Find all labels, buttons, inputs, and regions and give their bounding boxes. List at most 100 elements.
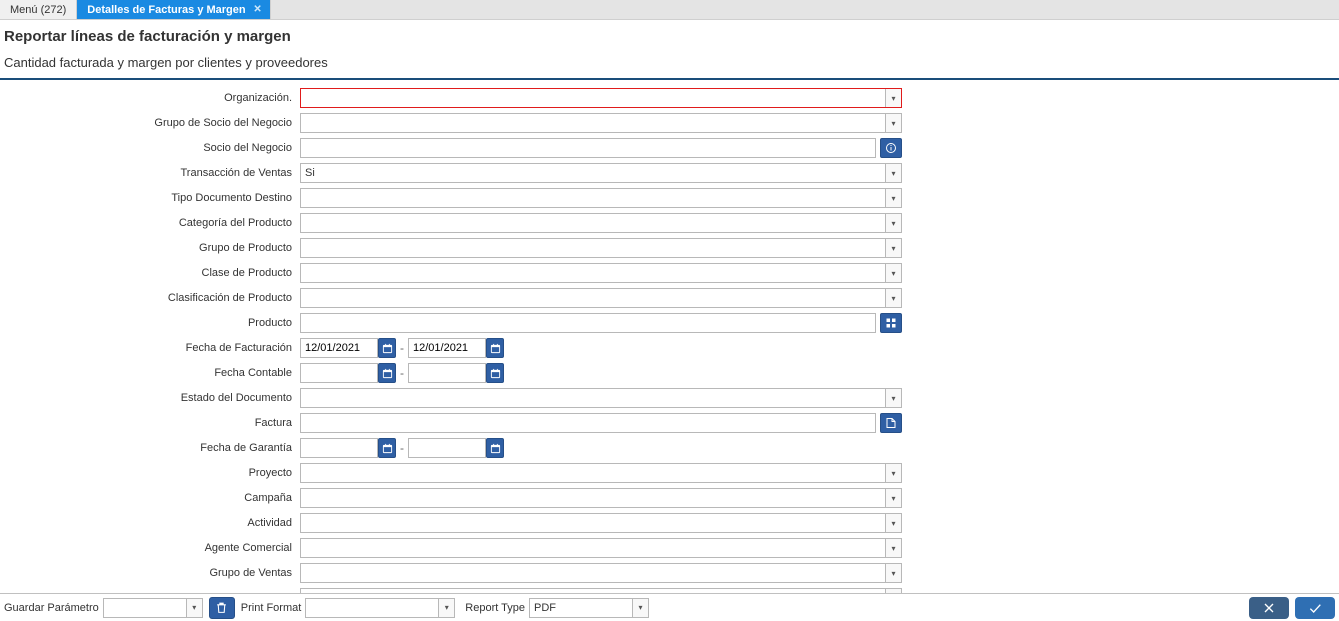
record-icon[interactable]: [880, 413, 902, 433]
tab-menu[interactable]: Menú (272): [0, 0, 77, 19]
form-inner: Organización. ▾ Grupo de Socio del Negoc…: [0, 80, 1339, 593]
chevron-down-icon[interactable]: ▾: [438, 599, 454, 617]
dropdown-organizacion[interactable]: ▾: [300, 88, 902, 108]
dropdown-transaccion-ventas[interactable]: Si ▾: [300, 163, 902, 183]
label-categoria-producto: Categoría del Producto: [0, 217, 300, 229]
chevron-down-icon[interactable]: ▾: [885, 114, 901, 132]
dropdown-actividad[interactable]: ▾: [300, 513, 902, 533]
label-clase-producto: Clase de Producto: [0, 267, 300, 279]
row-actividad: Actividad ▾: [0, 511, 1339, 535]
input-factura[interactable]: [300, 413, 876, 433]
ok-button[interactable]: [1295, 597, 1335, 619]
dropdown-proyecto[interactable]: ▾: [300, 463, 902, 483]
input-producto[interactable]: [300, 313, 876, 333]
chevron-down-icon[interactable]: ▾: [885, 189, 901, 207]
trash-icon: [215, 601, 228, 614]
select-report-type-value: PDF: [534, 602, 556, 614]
dropdown-grupo-socio[interactable]: ▾: [300, 113, 902, 133]
info-icon[interactable]: [880, 138, 902, 158]
chevron-down-icon[interactable]: ▾: [885, 214, 901, 232]
label-actividad: Actividad: [0, 517, 300, 529]
tab-detalles-facturas[interactable]: Detalles de Facturas y Margen ✕: [77, 0, 270, 19]
chevron-down-icon[interactable]: ▾: [885, 264, 901, 282]
label-transaccion-ventas: Transacción de Ventas: [0, 167, 300, 179]
chevron-down-icon[interactable]: ▾: [885, 464, 901, 482]
row-categoria-producto: Categoría del Producto ▾: [0, 211, 1339, 235]
form-scroll-area[interactable]: Organización. ▾ Grupo de Socio del Negoc…: [0, 80, 1339, 593]
label-grupo-ventas: Grupo de Ventas: [0, 567, 300, 579]
label-organizacion: Organización.: [0, 92, 300, 104]
dropdown-tipo-doc-destino[interactable]: ▾: [300, 188, 902, 208]
dropdown-agente-comercial[interactable]: ▾: [300, 538, 902, 558]
cancel-button[interactable]: [1249, 597, 1289, 619]
input-socio[interactable]: [300, 138, 876, 158]
input-fecha-contable-from[interactable]: [300, 363, 378, 383]
label-agente-comercial: Agente Comercial: [0, 542, 300, 554]
label-tipo-doc-destino: Tipo Documento Destino: [0, 192, 300, 204]
row-transaccion-ventas: Transacción de Ventas Si ▾: [0, 161, 1339, 185]
label-socio: Socio del Negocio: [0, 142, 300, 154]
chevron-down-icon[interactable]: ▾: [186, 599, 202, 617]
select-guardar-parametro[interactable]: ▾: [103, 598, 203, 618]
dropdown-estado-documento[interactable]: ▾: [300, 388, 902, 408]
label-factura: Factura: [0, 417, 300, 429]
input-fecha-garantia-to[interactable]: [408, 438, 486, 458]
row-proyecto: Proyecto ▾: [0, 461, 1339, 485]
chevron-down-icon[interactable]: ▾: [632, 599, 648, 617]
chevron-down-icon[interactable]: ▾: [885, 489, 901, 507]
row-estado-documento: Estado del Documento ▾: [0, 386, 1339, 410]
dropdown-clase-producto[interactable]: ▾: [300, 263, 902, 283]
label-report-type: Report Type: [465, 602, 525, 614]
chevron-down-icon[interactable]: ▾: [885, 164, 901, 182]
delete-button[interactable]: [209, 597, 235, 619]
chevron-down-icon[interactable]: ▾: [885, 514, 901, 532]
label-estado-documento: Estado del Documento: [0, 392, 300, 404]
row-grupo-producto: Grupo de Producto ▾: [0, 236, 1339, 260]
dropdown-categoria-producto[interactable]: ▾: [300, 213, 902, 233]
label-guardar-parametro: Guardar Parámetro: [4, 602, 99, 614]
calendar-icon[interactable]: [378, 363, 396, 383]
row-factura: Factura: [0, 411, 1339, 435]
page-subtitle: Cantidad facturada y margen por clientes…: [4, 49, 1331, 78]
label-print-format: Print Format: [241, 602, 302, 614]
select-print-format[interactable]: ▾: [305, 598, 455, 618]
date-separator: -: [400, 366, 404, 380]
dropdown-campana[interactable]: ▾: [300, 488, 902, 508]
select-report-type[interactable]: PDF ▾: [529, 598, 649, 618]
row-tipo-cuenta: Tipo de Cuenta ▾: [0, 586, 1339, 593]
close-icon[interactable]: ✕: [252, 4, 264, 16]
chevron-down-icon[interactable]: ▾: [885, 564, 901, 582]
chevron-down-icon[interactable]: ▾: [885, 89, 901, 107]
tab-active-label: Detalles de Facturas y Margen: [87, 4, 245, 16]
grid-icon[interactable]: [880, 313, 902, 333]
input-fecha-garantia-from[interactable]: [300, 438, 378, 458]
row-organizacion: Organización. ▾: [0, 86, 1339, 110]
label-clasificacion-producto: Clasificación de Producto: [0, 292, 300, 304]
chevron-down-icon[interactable]: ▾: [885, 389, 901, 407]
calendar-icon[interactable]: [486, 338, 504, 358]
row-fecha-contable: Fecha Contable -: [0, 361, 1339, 385]
row-agente-comercial: Agente Comercial ▾: [0, 536, 1339, 560]
page-header: Reportar líneas de facturación y margen …: [0, 20, 1339, 78]
chevron-down-icon[interactable]: ▾: [885, 289, 901, 307]
row-socio: Socio del Negocio: [0, 136, 1339, 160]
label-grupo-producto: Grupo de Producto: [0, 242, 300, 254]
dropdown-grupo-producto[interactable]: ▾: [300, 238, 902, 258]
input-fecha-facturacion-to[interactable]: [408, 338, 486, 358]
calendar-icon[interactable]: [378, 438, 396, 458]
chevron-down-icon[interactable]: ▾: [885, 539, 901, 557]
calendar-icon[interactable]: [378, 338, 396, 358]
label-producto: Producto: [0, 317, 300, 329]
page-title: Reportar líneas de facturación y margen: [4, 24, 1331, 49]
chevron-down-icon[interactable]: ▾: [885, 239, 901, 257]
calendar-icon[interactable]: [486, 438, 504, 458]
dropdown-grupo-ventas[interactable]: ▾: [300, 563, 902, 583]
check-icon: [1307, 600, 1323, 616]
row-tipo-doc-destino: Tipo Documento Destino ▾: [0, 186, 1339, 210]
input-fecha-contable-to[interactable]: [408, 363, 486, 383]
calendar-icon[interactable]: [486, 363, 504, 383]
input-fecha-facturacion-from[interactable]: [300, 338, 378, 358]
dropdown-clasificacion-producto[interactable]: ▾: [300, 288, 902, 308]
row-grupo-ventas: Grupo de Ventas ▾: [0, 561, 1339, 585]
row-campana: Campaña ▾: [0, 486, 1339, 510]
